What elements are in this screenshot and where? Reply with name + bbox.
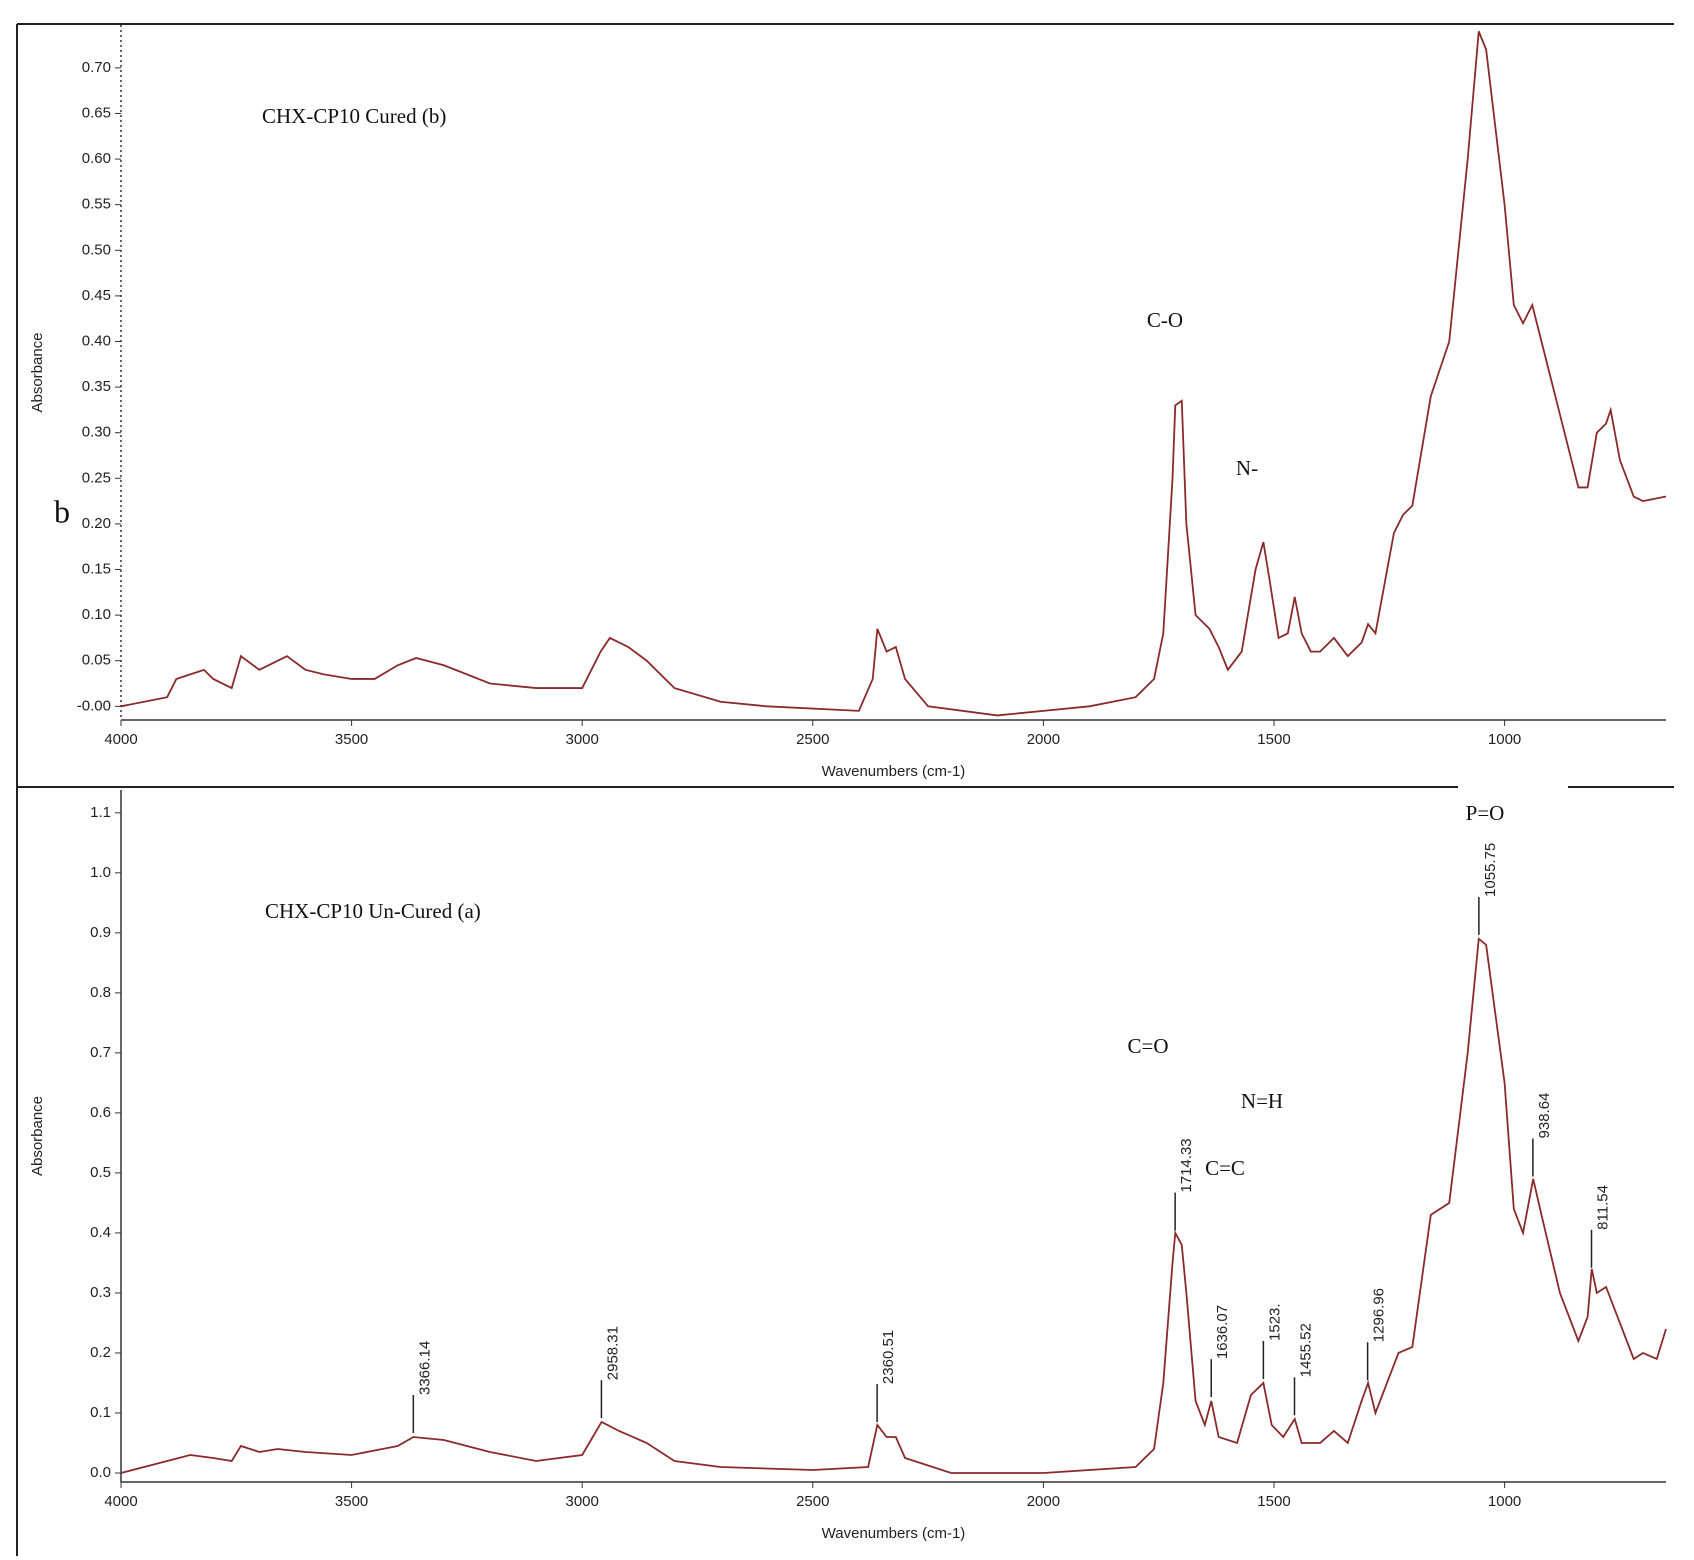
- spectrum-line: [120, 937, 1667, 1474]
- y-tick-label: 0.9: [90, 924, 111, 941]
- x-tick-label: 1000: [1488, 1493, 1521, 1510]
- annotation: N-: [1236, 456, 1258, 480]
- y-tick-label: 0.60: [82, 150, 111, 167]
- y-tick-label: 0.5: [90, 1164, 111, 1181]
- y-tick-label: 0.4: [90, 1224, 111, 1241]
- x-tick-label: 2500: [796, 731, 829, 748]
- peak-label: 1714.33: [1178, 1138, 1195, 1192]
- y-tick-label: 0.7: [90, 1044, 111, 1061]
- x-axis-label: Wavenumbers (cm-1): [822, 763, 966, 780]
- y-tick-label: 0.30: [82, 424, 111, 441]
- peak-label: 811.54: [1594, 1185, 1611, 1230]
- peak-label: 1055.75: [1482, 843, 1499, 897]
- x-tick-label: 1500: [1257, 1493, 1290, 1510]
- peak-label: 1455.52: [1297, 1323, 1314, 1377]
- y-tick-label: 0.05: [82, 652, 111, 669]
- y-tick-label: 0.10: [82, 606, 111, 623]
- annotation: C-O: [1147, 308, 1183, 332]
- y-tick-label: 0.40: [82, 332, 111, 349]
- peak-label: 1523.: [1266, 1303, 1283, 1341]
- y-tick-label: 0.25: [82, 469, 111, 486]
- y-tick-label: 0.6: [90, 1104, 111, 1121]
- y-tick-label: -0.00: [77, 697, 111, 714]
- x-tick-label: 3000: [566, 731, 599, 748]
- peak-label: 3366.14: [416, 1341, 433, 1395]
- annotation: P=O: [1466, 801, 1505, 825]
- x-tick-label: 3500: [335, 1493, 368, 1510]
- x-tick-label: 3500: [335, 731, 368, 748]
- y-tick-label: 0.8: [90, 984, 111, 1001]
- peak-label: 1296.96: [1371, 1288, 1388, 1342]
- y-tick-label: 0.65: [82, 104, 111, 121]
- y-tick-label: 1.0: [90, 864, 111, 881]
- annotation: C=O: [1127, 1034, 1168, 1058]
- chart-title: CHX-CP10 Cured (b): [262, 104, 446, 128]
- y-tick-label: 0.55: [82, 196, 111, 213]
- x-tick-label: 4000: [104, 731, 137, 748]
- x-tick-label: 1500: [1257, 731, 1290, 748]
- y-axis-label: Absorbance: [29, 1096, 46, 1176]
- y-tick-label: 0.35: [82, 378, 111, 395]
- x-tick-label: 2000: [1027, 1493, 1060, 1510]
- y-tick-label: 0.20: [82, 515, 111, 532]
- x-tick-label: 1000: [1488, 731, 1521, 748]
- annotation: N=H: [1241, 1089, 1283, 1113]
- chart-title: CHX-CP10 Un-Cured (a): [265, 899, 481, 923]
- annotation: C=C: [1205, 1156, 1245, 1180]
- y-tick-label: 0.15: [82, 560, 111, 577]
- x-axis-label: Wavenumbers (cm-1): [822, 1525, 966, 1542]
- y-tick-label: 1.1: [90, 804, 111, 821]
- annotation: b: [54, 493, 70, 529]
- x-tick-label: 2500: [796, 1493, 829, 1510]
- x-tick-label: 2000: [1027, 731, 1060, 748]
- y-tick-label: 0.3: [90, 1284, 111, 1301]
- peak-label: 2958.31: [604, 1326, 621, 1380]
- peak-label: 1636.07: [1214, 1305, 1231, 1359]
- spectrum-line: [120, 31, 1667, 717]
- x-tick-label: 4000: [104, 1493, 137, 1510]
- y-tick-label: 0.70: [82, 59, 111, 76]
- y-tick-label: 0.0: [90, 1464, 111, 1481]
- y-tick-label: 0.50: [82, 241, 111, 258]
- peak-label: 2360.51: [880, 1330, 897, 1384]
- y-tick-label: 0.45: [82, 287, 111, 304]
- y-tick-label: 0.1: [90, 1404, 111, 1421]
- y-axis-label: Absorbance: [29, 332, 46, 412]
- y-tick-label: 0.2: [90, 1344, 111, 1361]
- peak-label: 938.64: [1536, 1093, 1553, 1139]
- x-tick-label: 3000: [566, 1493, 599, 1510]
